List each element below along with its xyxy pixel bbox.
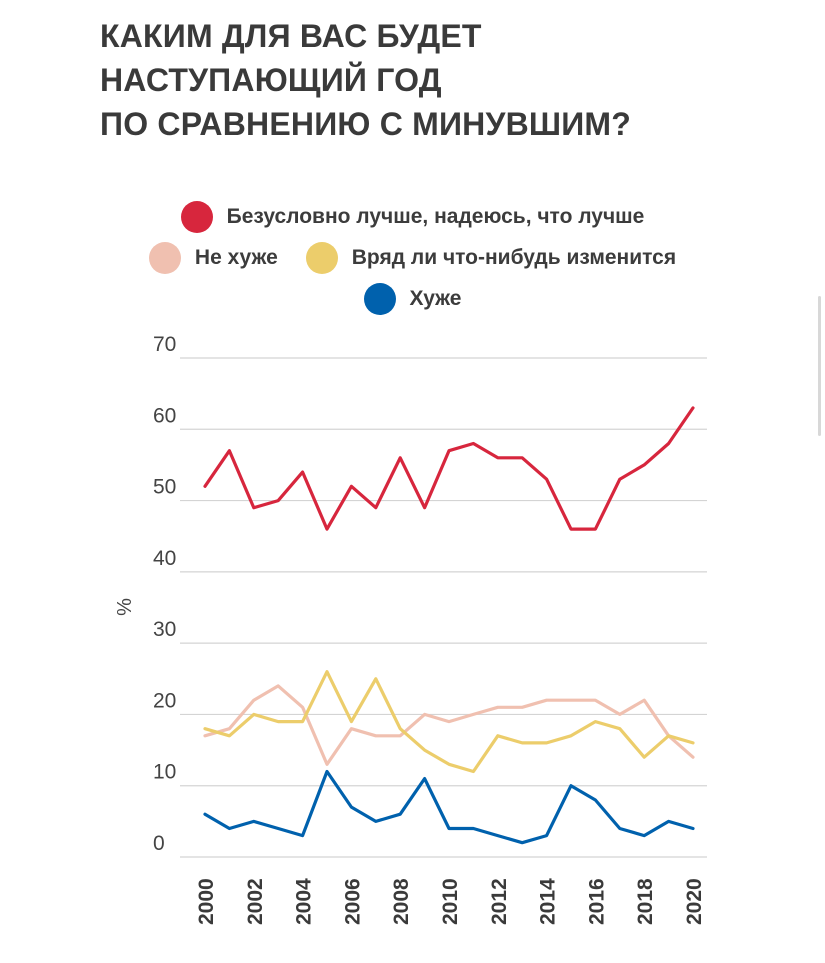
legend-dot-better-icon [180,200,213,233]
x-tick-label: 2006 [341,878,364,925]
y-tick-label: 10 [153,761,176,784]
scrollbar-thumb[interactable] [818,296,821,436]
x-tick-label: 2016 [585,878,608,925]
legend-item-better: Безусловно лучше, надеюсь, что лучше [180,200,645,233]
y-tick-label: 50 [153,476,176,499]
y-tick-label: 30 [153,618,176,641]
x-tick-label: 2004 [293,878,316,925]
legend-row: Безусловно лучше, надеюсь, что лучше [0,196,825,237]
x-axis-ticks: 2000 2002 2004 2006 2008 2010 2012 2014 2016 2018… [195,878,706,925]
grid-lines [180,357,707,858]
series-lines [203,406,695,845]
y-tick-label: 70 [153,333,176,356]
x-tick-label: 2002 [244,878,267,925]
series-line [203,670,695,774]
x-tick-label: 2000 [195,878,218,925]
legend-row: Не хуже Вряд ли что-нибудь изменится [0,237,825,278]
legend-label-better: Безусловно лучше, надеюсь, что лучше [226,204,645,228]
chart-title-line: КАКИМ ДЛЯ ВАС БУДЕТ [100,18,482,54]
y-tick-label: 20 [153,689,176,712]
legend-item-worse: Хуже [363,282,462,315]
chart-title-line: НАСТУПАЮЩИЙ ГОД [100,62,442,98]
y-tick-label: 60 [153,404,176,427]
x-tick-label: 2012 [488,878,511,925]
x-tick-label: 2010 [439,878,462,925]
y-tick-label: 40 [153,547,176,570]
legend-label-no-change: Вряд ли что-нибудь изменится [351,245,677,269]
legend-dot-not-worse-icon [148,241,181,274]
chart-legend: Безусловно лучше, надеюсь, что лучше Не … [0,196,825,319]
series-line [203,684,695,766]
y-axis-label: % [114,598,136,616]
legend-item-not-worse: Не хуже [148,241,278,274]
legend-label-not-worse: Не хуже [194,245,278,269]
chart-title-line: ПО СРАВНЕНИЮ С МИНУВШИМ? [100,106,632,142]
x-tick-label: 2020 [683,878,706,925]
legend-label-worse: Хуже [409,286,462,310]
x-tick-label: 2014 [537,878,560,925]
series-line [203,406,695,531]
legend-item-no-change: Вряд ли что-нибудь изменится [305,241,677,274]
y-axis-ticks: 0 10 20 30 40 50 60 70 [153,333,176,855]
series-line [203,769,695,845]
legend-row: Хуже [0,278,825,319]
x-tick-label: 2018 [634,878,657,925]
legend-dot-worse-icon [363,282,396,315]
legend-dot-no-change-icon [305,241,338,274]
chart-title: КАКИМ ДЛЯ ВАС БУДЕТ НАСТУПАЮЩИЙ ГОД ПО С… [100,14,800,146]
x-tick-label: 2008 [390,878,413,925]
y-tick-label: 0 [153,832,165,855]
